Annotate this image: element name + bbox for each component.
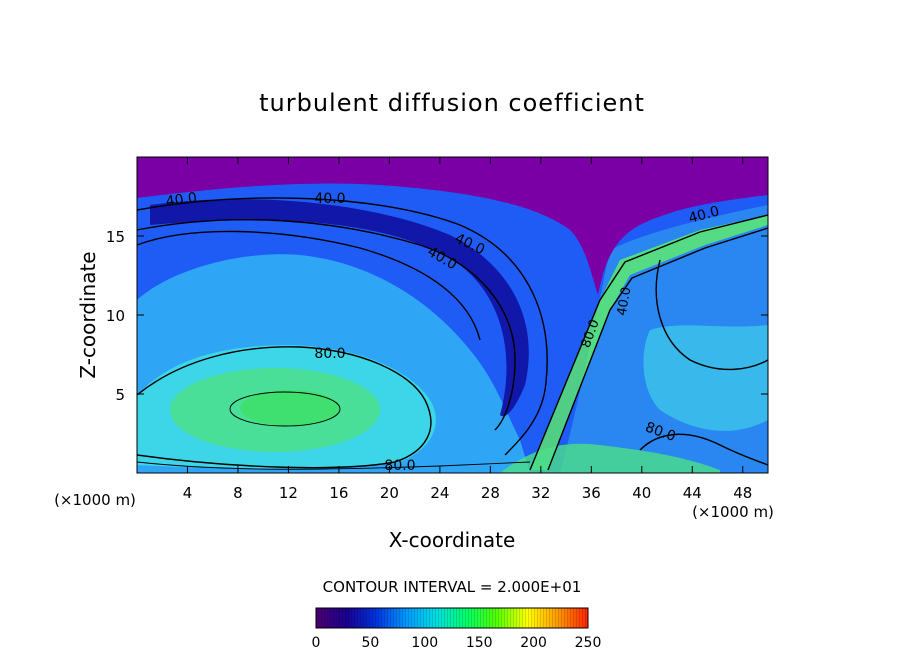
y-axis-label: Z-coordinate — [76, 251, 100, 378]
contour-label: 40.0 — [687, 203, 721, 227]
y-tick-label: 5 — [115, 386, 125, 404]
colorbar-tick-label: 0 — [312, 635, 321, 651]
colorbar: 0 50 100 150 200 250 — [312, 607, 602, 651]
x-tick-label: 20 — [380, 484, 399, 502]
contour-line — [137, 461, 531, 470]
colorbar-tick-label: 100 — [411, 635, 438, 651]
colorbar-tick-label: 50 — [361, 635, 379, 651]
colorbar-tick-label: 250 — [575, 635, 602, 651]
x-tick-label: 44 — [683, 484, 702, 502]
x-tick-label: 24 — [430, 484, 449, 502]
x-unit-label-left: (×1000 m) — [54, 491, 136, 509]
x-tick-label: 48 — [733, 484, 752, 502]
x-tick-label: 12 — [279, 484, 298, 502]
x-tick-label: 28 — [481, 484, 500, 502]
plot-area: 40.0 40.0 40.0 40.0 40.0 40.0 80.0 80.0 … — [136, 156, 769, 474]
field-region-bright-streak — [530, 215, 768, 470]
contour-line — [529, 214, 768, 471]
field-region-core-center — [240, 390, 340, 426]
contour-label: 80.0 — [314, 346, 345, 362]
contour-line — [137, 219, 516, 431]
contour-line — [655, 259, 768, 371]
field: 40.0 40.0 40.0 40.0 40.0 40.0 80.0 80.0 … — [137, 157, 768, 474]
contour-label: 40.0 — [314, 191, 345, 207]
contour-line — [137, 230, 481, 341]
colorbar-tick-label: 200 — [520, 635, 547, 651]
y-tick-label: 10 — [106, 307, 125, 325]
contour-line — [137, 346, 432, 469]
contours — [137, 197, 768, 471]
x-axis-label: X-coordinate — [389, 528, 516, 552]
x-tick-label: 4 — [183, 484, 193, 502]
colorbar-hatching — [316, 608, 588, 628]
x-tick-label: 16 — [329, 484, 348, 502]
contour-line — [137, 197, 548, 456]
contour-label: 40.0 — [165, 190, 198, 210]
x-tick-label: 32 — [531, 484, 550, 502]
contour-line — [229, 391, 341, 427]
field-region-right-light — [643, 325, 768, 431]
contour-line — [639, 433, 768, 466]
y-tick-label: 15 — [106, 228, 125, 246]
x-unit-label-right: (×1000 m) — [692, 503, 774, 521]
field-region-dark-arc — [150, 199, 529, 417]
colorbar-frame — [315, 607, 589, 629]
x-axis: 4 8 12 16 20 24 28 32 36 40 44 48 — [183, 157, 752, 502]
contour-label: 80.0 — [384, 458, 415, 474]
colorbar-ticks: 0 50 100 150 200 250 — [312, 635, 602, 651]
field-region-top-layer — [137, 157, 768, 295]
contour-labels: 40.0 40.0 40.0 40.0 40.0 40.0 80.0 80.0 … — [165, 190, 721, 474]
contour-interval-text: CONTOUR INTERVAL = 2.000E+01 — [323, 578, 582, 596]
y-axis: 5 10 15 — [106, 228, 768, 404]
x-tick-label: 40 — [632, 484, 651, 502]
colorbar-tick-label: 150 — [466, 635, 493, 651]
x-tick-label: 8 — [233, 484, 243, 502]
chart-title: turbulent diffusion coefficient — [259, 89, 645, 117]
contour-line — [547, 227, 768, 471]
contour-label: 40.0 — [615, 286, 635, 317]
x-tick-label: 36 — [582, 484, 601, 502]
